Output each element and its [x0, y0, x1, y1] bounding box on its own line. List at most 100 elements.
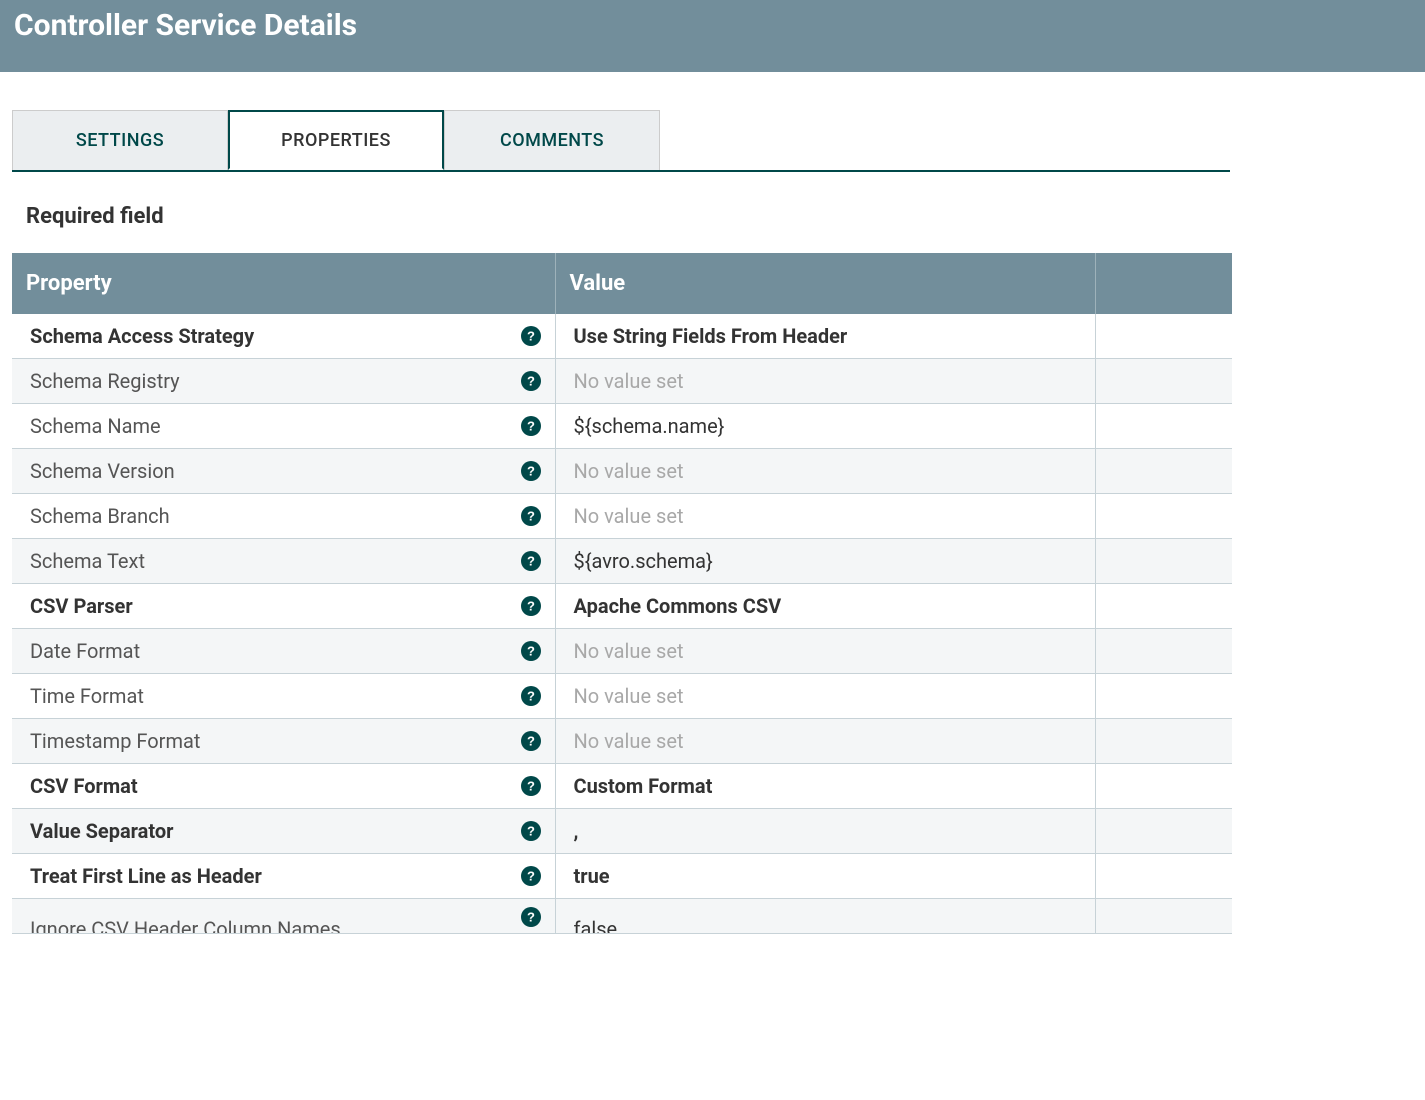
- property-cell: Schema Version ?: [12, 449, 555, 494]
- extra-cell: [1095, 539, 1232, 584]
- help-icon[interactable]: ?: [521, 907, 541, 927]
- value-cell[interactable]: Custom Format: [555, 764, 1095, 809]
- extra-cell: [1095, 314, 1232, 359]
- property-name: Value Separator: [30, 819, 173, 843]
- property-cell: Date Format ?: [12, 629, 555, 674]
- property-value: Apache Commons CSV: [574, 594, 782, 618]
- value-cell[interactable]: No value set: [555, 494, 1095, 539]
- table-row[interactable]: Time Format ? No value set: [12, 674, 1232, 719]
- property-name: Schema Registry: [30, 369, 180, 393]
- property-cell: CSV Parser ?: [12, 584, 555, 629]
- help-icon[interactable]: ?: [521, 326, 541, 346]
- value-cell[interactable]: Apache Commons CSV: [555, 584, 1095, 629]
- value-cell[interactable]: No value set: [555, 674, 1095, 719]
- table-header-row: Property Value: [12, 253, 1232, 314]
- svg-text:?: ?: [527, 329, 535, 344]
- tab-properties[interactable]: PROPERTIES: [228, 110, 444, 170]
- table-row[interactable]: Date Format ? No value set: [12, 629, 1232, 674]
- extra-cell: [1095, 359, 1232, 404]
- table-row[interactable]: Timestamp Format ? No value set: [12, 719, 1232, 764]
- extra-cell: [1095, 899, 1232, 934]
- extra-cell: [1095, 584, 1232, 629]
- table-row[interactable]: Ignore CSV Header Column Names ? false: [12, 899, 1232, 934]
- help-icon[interactable]: ?: [521, 776, 541, 796]
- property-value: true: [574, 864, 610, 888]
- help-icon[interactable]: ?: [521, 506, 541, 526]
- table-row[interactable]: CSV Parser ? Apache Commons CSV: [12, 584, 1232, 629]
- table-row[interactable]: Schema Branch ? No value set: [12, 494, 1232, 539]
- value-cell[interactable]: false: [555, 899, 1095, 934]
- table-row[interactable]: Schema Text ? ${avro.schema}: [12, 539, 1232, 584]
- property-name: CSV Format: [30, 774, 138, 798]
- property-value: ${schema.name}: [574, 414, 725, 438]
- property-value: Use String Fields From Header: [574, 324, 848, 348]
- tab-comments[interactable]: COMMENTS: [444, 110, 660, 170]
- property-cell: CSV Format ?: [12, 764, 555, 809]
- property-name: Ignore CSV Header Column Names: [30, 917, 341, 934]
- property-cell: Schema Text ?: [12, 539, 555, 584]
- help-icon[interactable]: ?: [521, 686, 541, 706]
- help-icon[interactable]: ?: [521, 641, 541, 661]
- help-icon[interactable]: ?: [521, 416, 541, 436]
- property-name: Schema Text: [30, 549, 145, 573]
- svg-text:?: ?: [527, 509, 535, 524]
- property-value: Custom Format: [574, 774, 713, 798]
- value-cell[interactable]: true: [555, 854, 1095, 899]
- property-value: No value set: [574, 684, 684, 708]
- tabs: SETTINGS PROPERTIES COMMENTS: [12, 110, 1230, 172]
- dialog-header: Controller Service Details: [0, 0, 1425, 72]
- column-header-property: Property: [12, 253, 555, 314]
- extra-cell: [1095, 494, 1232, 539]
- table-row[interactable]: CSV Format ? Custom Format: [12, 764, 1232, 809]
- property-name: Timestamp Format: [30, 729, 200, 753]
- svg-text:?: ?: [527, 824, 535, 839]
- property-value: No value set: [574, 639, 684, 663]
- value-cell[interactable]: ,: [555, 809, 1095, 854]
- svg-text:?: ?: [527, 464, 535, 479]
- help-icon[interactable]: ?: [521, 596, 541, 616]
- property-cell: Value Separator ?: [12, 809, 555, 854]
- value-cell[interactable]: ${schema.name}: [555, 404, 1095, 449]
- tab-settings[interactable]: SETTINGS: [12, 110, 228, 170]
- property-name: Treat First Line as Header: [30, 864, 262, 888]
- table-row[interactable]: Value Separator ? ,: [12, 809, 1232, 854]
- extra-cell: [1095, 809, 1232, 854]
- extra-cell: [1095, 674, 1232, 719]
- svg-text:?: ?: [527, 910, 535, 925]
- extra-cell: [1095, 629, 1232, 674]
- value-cell[interactable]: No value set: [555, 719, 1095, 764]
- property-cell: Time Format ?: [12, 674, 555, 719]
- help-icon[interactable]: ?: [521, 551, 541, 571]
- property-table: Property Value Schema Access Strategy ? …: [12, 253, 1232, 934]
- help-icon[interactable]: ?: [521, 461, 541, 481]
- property-value: No value set: [574, 504, 684, 528]
- extra-cell: [1095, 404, 1232, 449]
- help-icon[interactable]: ?: [521, 866, 541, 886]
- dialog-title: Controller Service Details: [14, 8, 357, 43]
- svg-text:?: ?: [527, 869, 535, 884]
- table-row[interactable]: Schema Name ? ${schema.name}: [12, 404, 1232, 449]
- value-cell[interactable]: Use String Fields From Header: [555, 314, 1095, 359]
- help-icon[interactable]: ?: [521, 731, 541, 751]
- help-icon[interactable]: ?: [521, 371, 541, 391]
- property-value: No value set: [574, 369, 684, 393]
- svg-text:?: ?: [527, 599, 535, 614]
- column-header-value: Value: [555, 253, 1095, 314]
- svg-text:?: ?: [527, 644, 535, 659]
- property-value: ${avro.schema}: [574, 549, 713, 573]
- svg-text:?: ?: [527, 779, 535, 794]
- svg-text:?: ?: [527, 689, 535, 704]
- value-cell[interactable]: No value set: [555, 629, 1095, 674]
- value-cell[interactable]: No value set: [555, 359, 1095, 404]
- extra-cell: [1095, 764, 1232, 809]
- table-row[interactable]: Schema Registry ? No value set: [12, 359, 1232, 404]
- property-name: Schema Name: [30, 414, 161, 438]
- table-row[interactable]: Schema Version ? No value set: [12, 449, 1232, 494]
- table-row[interactable]: Treat First Line as Header ? true: [12, 854, 1232, 899]
- value-cell[interactable]: ${avro.schema}: [555, 539, 1095, 584]
- property-name: Date Format: [30, 639, 140, 663]
- help-icon[interactable]: ?: [521, 821, 541, 841]
- svg-text:?: ?: [527, 734, 535, 749]
- table-row[interactable]: Schema Access Strategy ? Use String Fiel…: [12, 314, 1232, 359]
- value-cell[interactable]: No value set: [555, 449, 1095, 494]
